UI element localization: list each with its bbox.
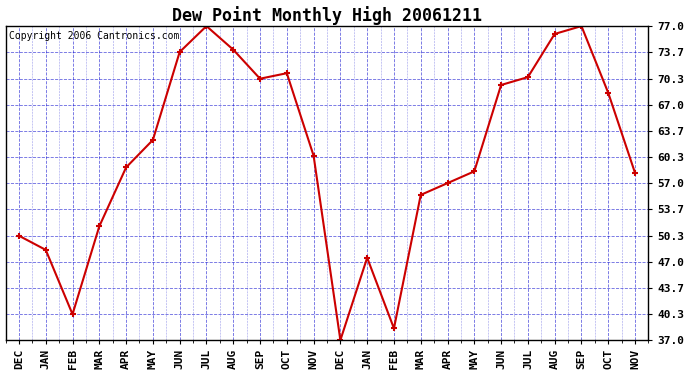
Text: Copyright 2006 Cantronics.com: Copyright 2006 Cantronics.com (9, 31, 179, 41)
Title: Dew Point Monthly High 20061211: Dew Point Monthly High 20061211 (172, 6, 482, 24)
